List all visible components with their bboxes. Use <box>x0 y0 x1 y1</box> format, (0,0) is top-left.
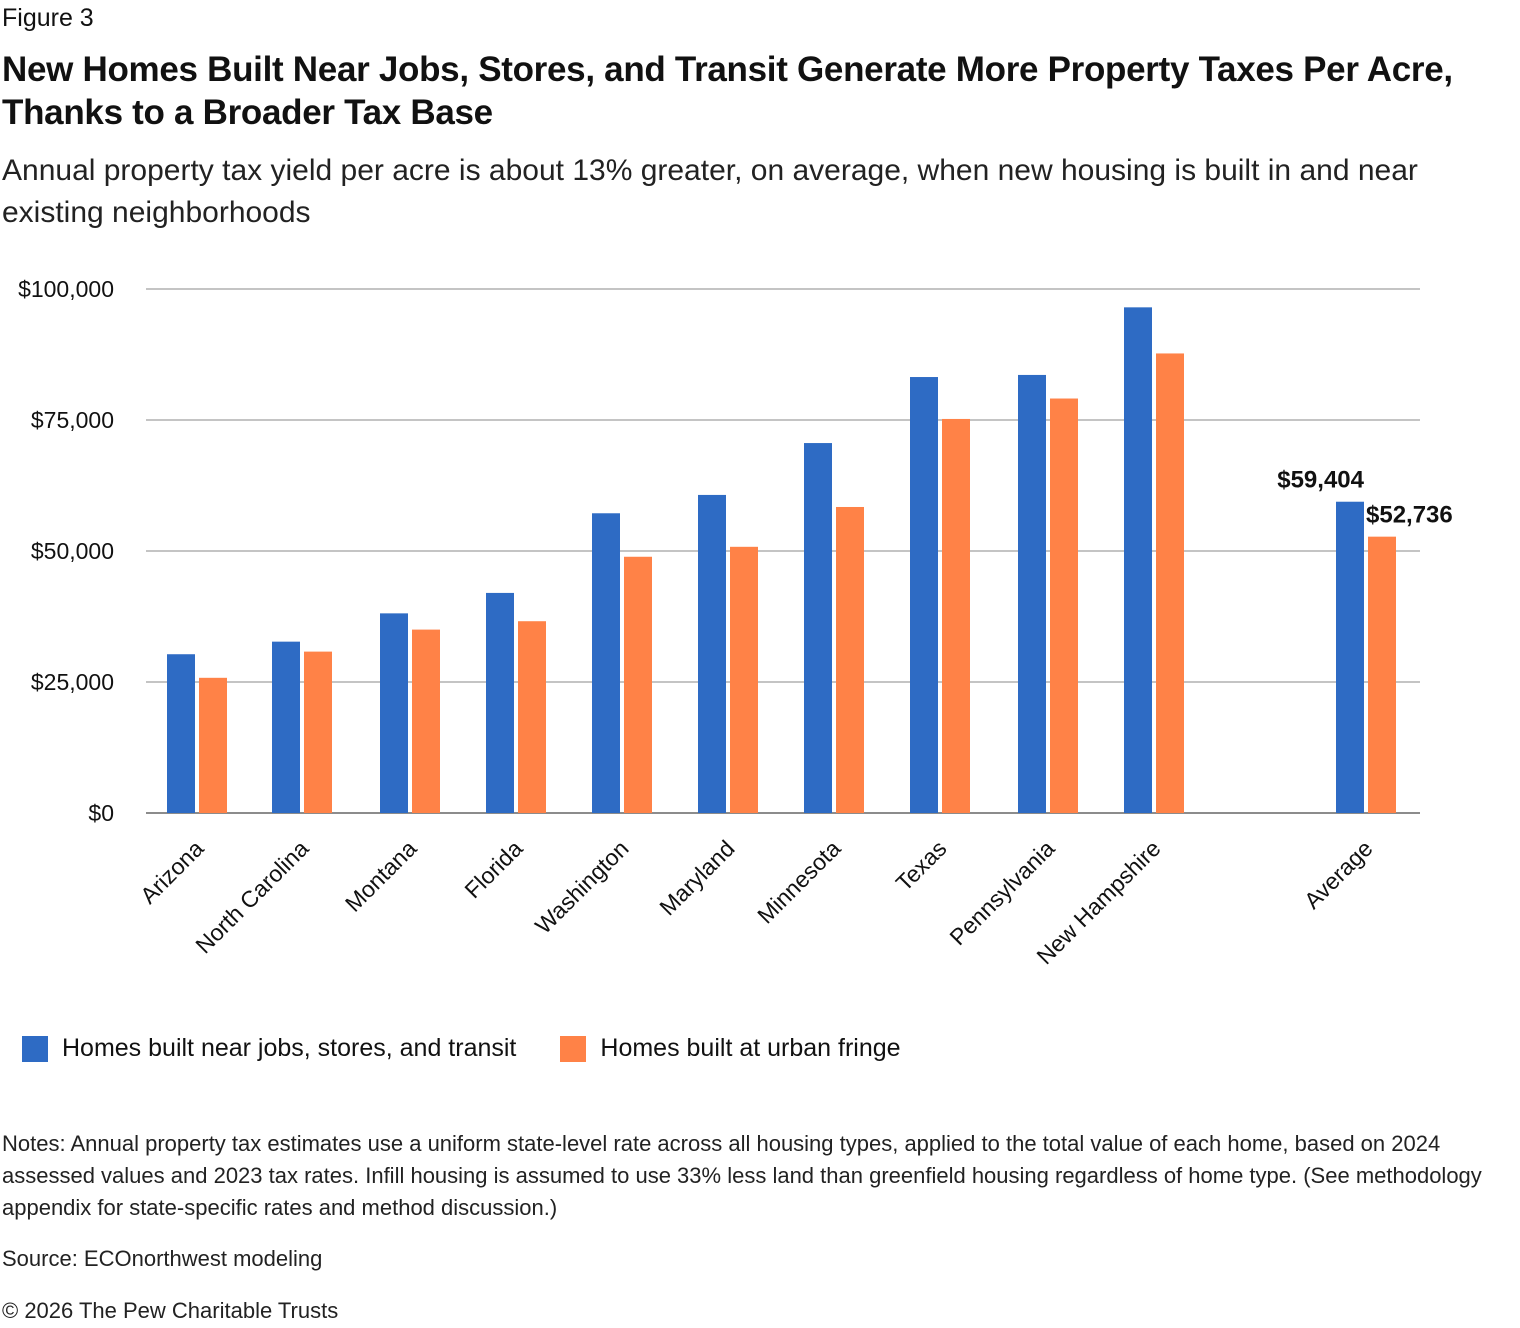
legend-label-near: Homes built near jobs, stores, and trans… <box>62 1034 517 1062</box>
data-label: $59,404 <box>1277 467 1364 494</box>
bar-near-maryland <box>698 494 726 813</box>
bar-fringe-north-carolina <box>304 651 332 813</box>
bar-fringe-average <box>1368 536 1396 813</box>
bar-fringe-florida <box>518 621 546 813</box>
chart-title: New Homes Built Near Jobs, Stores, and T… <box>2 50 1453 132</box>
bars <box>167 307 1396 813</box>
data-labels: $59,404$52,736 <box>1277 467 1453 529</box>
y-tick-label: $50,000 <box>31 538 114 564</box>
bar-near-montana <box>380 613 408 813</box>
bar-fringe-new-hampshire <box>1156 353 1184 813</box>
x-tick-label: Minnesota <box>752 835 846 929</box>
legend: Homes built near jobs, stores, and trans… <box>22 1034 945 1063</box>
x-tick-label: Maryland <box>654 835 739 920</box>
x-tick-label: Montana <box>340 835 422 917</box>
legend-item-fringe: Homes built at urban fringe <box>560 1034 901 1063</box>
bar-fringe-minnesota <box>836 506 864 813</box>
x-tick-label: Average <box>1299 835 1378 914</box>
x-tick-label: North Carolina <box>190 835 313 958</box>
bar-fringe-washington <box>624 556 652 813</box>
chart-subtitle: Annual property tax yield per acre is ab… <box>2 154 1418 229</box>
figure-label: Figure 3 <box>2 4 94 32</box>
gridlines <box>146 288 1420 814</box>
bar-near-texas <box>910 377 938 813</box>
x-tick-label: Arizona <box>135 835 209 909</box>
bar-fringe-maryland <box>730 546 758 813</box>
y-tick-label: $25,000 <box>31 669 114 695</box>
x-tick-label: Florida <box>459 835 527 903</box>
x-tick-label: Pennsylvania <box>944 835 1059 950</box>
bar-fringe-montana <box>412 629 440 813</box>
bar-near-north-carolina <box>272 641 300 813</box>
y-tick-label: $0 <box>88 800 114 826</box>
legend-swatch-near <box>22 1035 48 1062</box>
bar-near-pennsylvania <box>1018 374 1046 813</box>
bar-fringe-texas <box>942 418 970 813</box>
notes: Notes: Annual property tax estimates use… <box>2 1131 1482 1220</box>
legend-label-fringe: Homes built at urban fringe <box>600 1034 901 1062</box>
bar-near-washington <box>592 513 620 813</box>
source: Source: ECOnorthwest modeling <box>2 1246 323 1271</box>
bar-near-new-hampshire <box>1124 307 1152 813</box>
bar-near-minnesota <box>804 443 832 813</box>
bar-chart: $0$25,000$50,000$75,000$100,000 $59,404$… <box>18 276 1453 969</box>
y-tick-label: $100,000 <box>18 276 114 302</box>
y-axis-ticks: $0 $25,000 $50,000 $75,000 $100,000 <box>18 276 114 826</box>
bar-near-arizona <box>167 654 195 813</box>
data-label: $52,736 <box>1366 502 1453 529</box>
x-tick-label: Washington <box>530 835 634 939</box>
legend-item-near: Homes built near jobs, stores, and trans… <box>22 1034 516 1063</box>
bar-near-average <box>1336 501 1364 813</box>
bar-fringe-pennsylvania <box>1050 398 1078 813</box>
legend-swatch-fringe <box>560 1035 587 1062</box>
bar-near-florida <box>486 592 514 813</box>
x-tick-label: Texas <box>891 835 952 896</box>
bar-fringe-arizona <box>199 677 227 813</box>
y-tick-label: $75,000 <box>31 407 114 433</box>
copyright: © 2026 The Pew Charitable Trusts <box>2 1298 339 1323</box>
